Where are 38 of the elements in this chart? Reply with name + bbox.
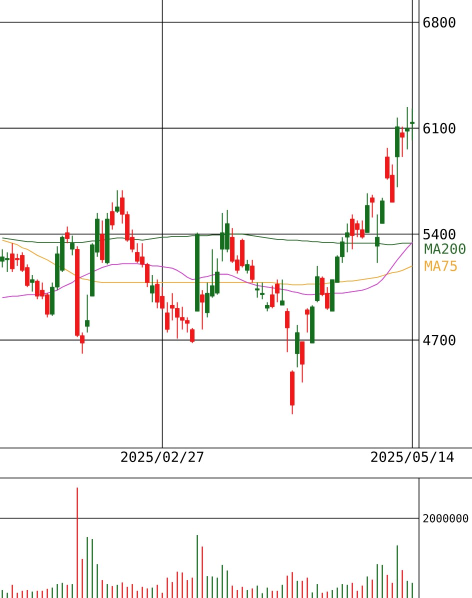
candlestick <box>190 327 195 344</box>
candlestick <box>375 214 380 264</box>
candlestick <box>345 223 350 253</box>
candlestick <box>270 285 275 309</box>
candlestick <box>115 190 120 214</box>
y-tick-label: 5400 <box>424 228 456 240</box>
series-label: MA75 <box>424 260 457 272</box>
candlestick <box>370 194 375 218</box>
candlestick <box>275 279 280 303</box>
x-tick-label: 2025/02/27 <box>121 452 204 464</box>
candlestick <box>280 279 285 306</box>
candlestick <box>255 282 260 298</box>
y-tick-label: 4700 <box>423 334 456 346</box>
candlestick <box>380 197 385 224</box>
candlestick <box>300 341 305 383</box>
candlestick <box>295 324 300 368</box>
series-label: MA200 <box>424 243 466 254</box>
candlestick <box>245 259 250 274</box>
x-tick-label: 2025/05/14 <box>371 452 454 464</box>
candlestick <box>285 308 290 353</box>
candlestick <box>305 308 310 334</box>
candlestick <box>110 202 115 230</box>
candlestick <box>265 302 270 312</box>
candlestick <box>405 106 410 150</box>
y-tick-label: 6800 <box>423 16 456 28</box>
candlestick <box>260 282 265 300</box>
candlestick <box>410 108 415 141</box>
y-tick-label: 6100 <box>423 122 456 134</box>
candlestick <box>150 274 155 303</box>
candlestick <box>200 290 205 330</box>
y-tick-label: 2000000 <box>423 514 468 522</box>
candlestick <box>70 235 75 256</box>
candlestick <box>65 226 70 244</box>
candlestick <box>165 302 170 334</box>
candlestick <box>400 126 405 158</box>
candlestick <box>85 294 90 334</box>
candlestick <box>30 274 35 292</box>
candlestick <box>250 259 255 284</box>
